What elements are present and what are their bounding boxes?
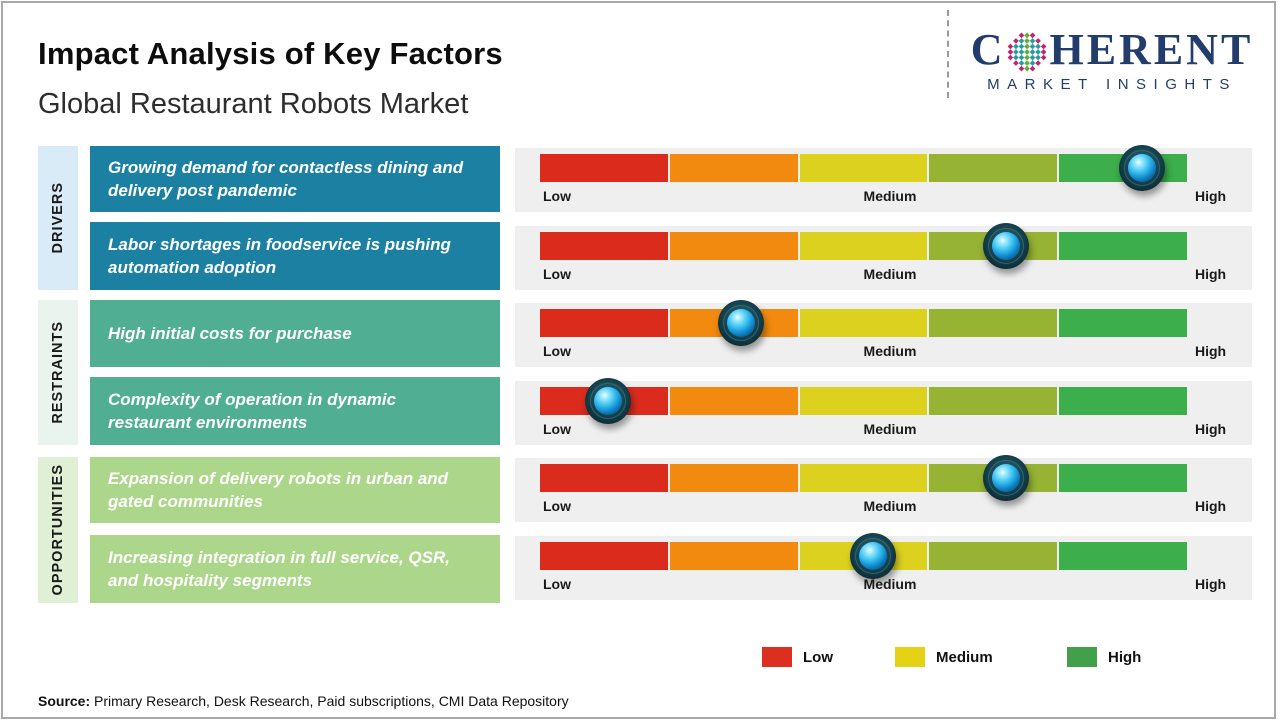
impact-scale-bar (540, 223, 1187, 269)
legend-item-high: High (1067, 647, 1141, 667)
page-title: Impact Analysis of Key Factors (38, 36, 503, 71)
legend-swatch-high (1067, 647, 1097, 667)
tick-low: Low (543, 266, 571, 282)
legend-label-low: Low (803, 648, 833, 666)
scale-segment-red (540, 464, 668, 492)
factor-box-4: Complexity of operation in dynamic resta… (90, 377, 500, 445)
brand-logo: C HERENT MARKET INSIGHTS (962, 26, 1262, 94)
factor-text-2: Labor shortages in foodservice is pushin… (108, 234, 451, 277)
gauge-row-1: Low Medium High (515, 145, 1252, 212)
tick-medium: Medium (863, 498, 917, 514)
tick-low: Low (543, 576, 571, 592)
scale-segment-yellow (799, 154, 928, 182)
scale-segment-yellowgreen (929, 309, 1058, 337)
page-subtitle: Global Restaurant Robots Market (38, 88, 469, 120)
scale-segment-yellowgreen (929, 387, 1058, 415)
legend-swatch-low (762, 647, 792, 667)
source-label: Source: (38, 693, 91, 709)
scale-segment-red (540, 309, 668, 337)
impact-marker-4[interactable] (584, 378, 631, 424)
tick-high: High (1195, 343, 1227, 359)
factor-text-3: High initial costs for purchase (108, 323, 352, 343)
scale-segment-yellowgreen (929, 542, 1058, 570)
impact-scale-bar (540, 533, 1187, 579)
factor-box-3: High initial costs for purchase (90, 300, 500, 367)
tick-high: High (1195, 498, 1227, 514)
impact-scale-bar (540, 145, 1187, 191)
gauge-row-5: Low Medium High (515, 455, 1252, 522)
tick-high: High (1195, 576, 1227, 592)
factor-text-5: Expansion of delivery robots in urban an… (108, 468, 449, 511)
globe-icon (1006, 31, 1048, 73)
category-strip-drivers: DRIVERS (38, 146, 78, 290)
category-strip-opportunities: OPPORTUNITIES (38, 457, 78, 603)
impact-marker-6[interactable] (850, 533, 897, 579)
legend-label-medium: Medium (936, 648, 993, 666)
gauge-row-4: Low Medium High (515, 378, 1252, 445)
legend-swatch-medium (895, 647, 925, 667)
scale-segment-orange (669, 154, 798, 182)
scale-segment-yellow (799, 232, 928, 260)
brand-tagline: MARKET INSIGHTS (987, 76, 1237, 93)
scale-segment-yellow (799, 464, 928, 492)
scale-segment-green (1059, 387, 1187, 415)
factor-box-5: Expansion of delivery robots in urban an… (90, 457, 500, 523)
category-label-opportunities: OPPORTUNITIES (50, 464, 66, 596)
tick-low: Low (543, 421, 571, 437)
scale-segment-orange (669, 232, 798, 260)
scale-segment-orange (669, 464, 798, 492)
category-strip-restraints: RESTRAINTS (38, 300, 78, 445)
factor-text-1: Growing demand for contactless dining an… (108, 157, 464, 200)
gauge-row-3: Low Medium High (515, 300, 1252, 367)
tick-medium: Medium (863, 188, 917, 204)
scale-segment-green (1059, 542, 1187, 570)
tick-medium: Medium (863, 421, 917, 437)
tick-low: Low (543, 188, 571, 204)
impact-marker-3[interactable] (717, 300, 764, 346)
source-line: Source: Primary Research, Desk Research,… (38, 693, 569, 709)
tick-medium: Medium (863, 343, 917, 359)
impact-marker-2[interactable] (982, 223, 1029, 269)
scale-segment-red (540, 232, 668, 260)
impact-marker-1[interactable] (1118, 145, 1165, 191)
factor-text-6: Increasing integration in full service, … (108, 547, 450, 590)
scale-segment-yellow (799, 309, 928, 337)
tick-low: Low (543, 343, 571, 359)
legend-item-low: Low (762, 647, 833, 667)
category-label-drivers: DRIVERS (50, 182, 66, 254)
scale-segment-yellowgreen (929, 154, 1058, 182)
impact-scale-bar (540, 378, 1187, 424)
tick-low: Low (543, 498, 571, 514)
source-text: Primary Research, Desk Research, Paid su… (90, 693, 569, 709)
category-label-restraints: RESTRAINTS (50, 321, 66, 424)
impact-scale-bar (540, 300, 1187, 346)
factor-box-2: Labor shortages in foodservice is pushin… (90, 222, 500, 290)
impact-scale-bar (540, 455, 1187, 501)
gauge-row-6: Low Medium High (515, 533, 1252, 600)
scale-segment-yellow (799, 387, 928, 415)
scale-segment-red (540, 154, 668, 182)
scale-segment-green (1059, 464, 1187, 492)
scale-segment-green (1059, 309, 1187, 337)
brand-wordmark: C HERENT (962, 26, 1262, 74)
scale-segment-orange (669, 387, 798, 415)
impact-marker-5[interactable] (982, 455, 1029, 501)
scale-segment-green (1059, 232, 1187, 260)
tick-medium: Medium (863, 266, 917, 282)
scale-segment-orange (669, 542, 798, 570)
legend-item-medium: Medium (895, 647, 993, 667)
tick-high: High (1195, 188, 1227, 204)
brand-letters-rest: HERENT (1049, 25, 1254, 74)
factor-box-1: Growing demand for contactless dining an… (90, 146, 500, 212)
tick-medium: Medium (863, 576, 917, 592)
legend-label-high: High (1108, 648, 1142, 666)
tick-high: High (1195, 266, 1227, 282)
tick-high: High (1195, 421, 1227, 437)
logo-divider (947, 10, 949, 98)
scale-segment-red (540, 542, 668, 570)
brand-letter-c: C (970, 25, 1006, 74)
factor-text-4: Complexity of operation in dynamic resta… (108, 389, 397, 432)
factor-box-6: Increasing integration in full service, … (90, 535, 500, 603)
gauge-row-2: Low Medium High (515, 223, 1252, 290)
